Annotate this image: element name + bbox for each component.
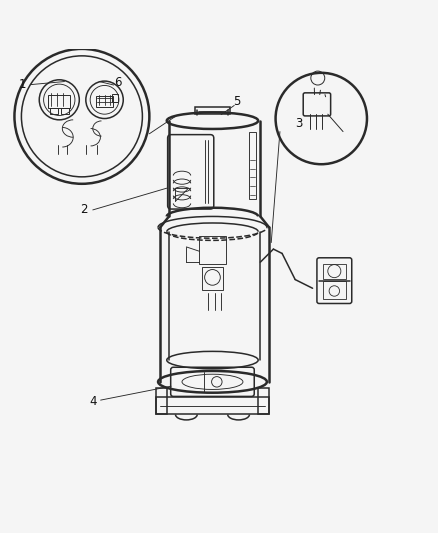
Bar xyxy=(48,95,70,108)
Bar xyxy=(250,132,255,199)
Bar xyxy=(96,96,113,107)
Bar xyxy=(322,280,346,298)
Bar xyxy=(322,264,346,279)
Bar xyxy=(61,108,69,114)
Bar xyxy=(113,94,118,102)
Text: 4: 4 xyxy=(89,395,96,408)
Bar xyxy=(201,266,223,290)
Bar xyxy=(258,389,269,415)
Bar xyxy=(195,107,230,114)
Text: 2: 2 xyxy=(80,204,88,216)
Text: 6: 6 xyxy=(114,76,122,89)
Text: 1: 1 xyxy=(18,78,26,91)
Text: 5: 5 xyxy=(233,95,241,109)
Bar xyxy=(156,397,269,415)
Bar xyxy=(199,236,226,264)
Bar xyxy=(156,389,167,415)
Text: 3: 3 xyxy=(295,117,302,130)
Bar xyxy=(49,108,57,114)
